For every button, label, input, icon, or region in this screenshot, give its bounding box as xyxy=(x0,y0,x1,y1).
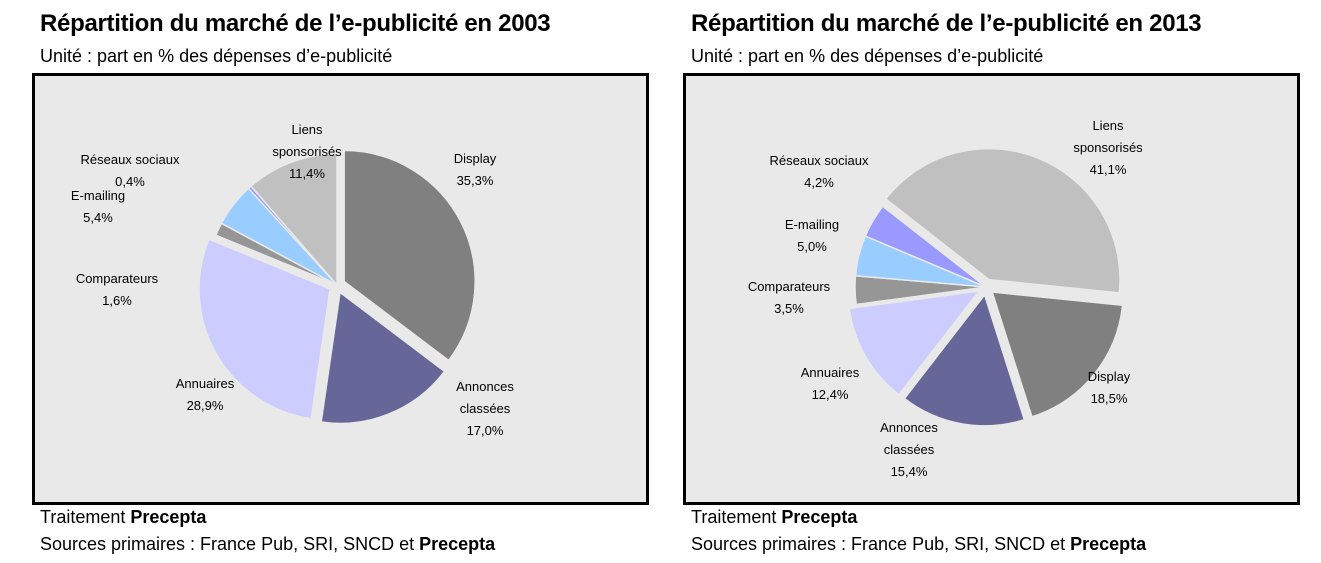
slice-name-label: Comparateurs xyxy=(748,279,831,294)
data-label-display: Display 35,3% xyxy=(454,151,497,188)
footer-treatment-bold: Precepta xyxy=(130,507,207,527)
slice-value-label: 12,4% xyxy=(812,387,849,402)
slice-value-label: 5,0% xyxy=(797,239,827,254)
pie-slice-display xyxy=(991,291,1124,418)
data-label-e-mailing: E-mailing 5,4% xyxy=(71,188,125,225)
chart-panel-2003: Répartition du marché de l’e-publicité e… xyxy=(0,0,649,563)
footer-treatment-bold: Precepta xyxy=(781,507,858,527)
footer-treatment: Traitement Precepta xyxy=(40,507,206,528)
data-label-display: Display 18,5% xyxy=(1088,369,1131,406)
slice-value-label: 28,9% xyxy=(187,398,224,413)
slice-value-label: 4,2% xyxy=(804,175,834,190)
slice-value-label: 3,5% xyxy=(774,301,804,316)
footer-sources-bold: Precepta xyxy=(419,534,496,554)
slice-value-label: 5,4% xyxy=(83,210,113,225)
slice-name-label: Réseaux sociaux xyxy=(770,153,869,168)
data-label-e-mailing: E-mailing 5,0% xyxy=(785,217,839,254)
slice-name-label: classées xyxy=(460,401,511,416)
pie-chart-2003: Display 35,3% Annonces classées 17,0% Annuair… xyxy=(71,122,515,438)
slice-value-label: 17,0% xyxy=(467,423,504,438)
slice-value-label: 18,5% xyxy=(1091,391,1128,406)
chart-subtitle: Unité : part en % des dépenses d’e-publi… xyxy=(40,46,393,66)
footer-treatment: Traitement Precepta xyxy=(691,507,857,528)
chart-area: Liens sponsorisés 41,1% Display 18,5% Annonce… xyxy=(683,73,1300,505)
slice-name-label: Annuaires xyxy=(176,376,235,391)
data-label-annonces-classees: Annonces classées 17,0% xyxy=(456,379,514,438)
chart-panel-2013: Répartition du marché de l’e-publicité e… xyxy=(651,0,1300,563)
pie-slice-liens-sponsorises xyxy=(884,147,1121,294)
data-label-annuaires: Annuaires 12,4% xyxy=(801,365,860,402)
slice-name-label: Display xyxy=(1088,369,1131,384)
footer-sources: Sources primaires : France Pub, SRI, SNC… xyxy=(40,534,495,555)
chart-area: Display 35,3% Annonces classées 17,0% Annuair… xyxy=(32,73,649,505)
footer-sources-bold: Precepta xyxy=(1070,534,1147,554)
footer-sources: Sources primaires : France Pub, SRI, SNC… xyxy=(691,534,1146,555)
slice-name-label: E-mailing xyxy=(71,188,125,203)
slice-name-label: Annonces xyxy=(880,420,938,435)
pie-slice-annonces-classees xyxy=(903,293,1026,427)
data-label-comparateurs: Comparateurs 1,6% xyxy=(76,271,159,308)
footer-sources-prefix: Sources primaires : France Pub, SRI, SNC… xyxy=(40,534,420,554)
slice-name-label: E-mailing xyxy=(785,217,839,232)
slice-name-label: sponsorisés xyxy=(1073,140,1143,155)
slice-name-label: Display xyxy=(454,151,497,166)
chart-title: Répartition du marché de l’e-publicité e… xyxy=(691,10,1202,37)
pie-slice-annuaires xyxy=(848,290,981,396)
pie-slice-liens-sponsorises xyxy=(249,153,338,288)
footer-treatment-prefix: Traitement xyxy=(691,507,782,527)
slice-value-label: 35,3% xyxy=(457,173,494,188)
slice-value-label: 15,4% xyxy=(891,464,928,479)
data-label-annuaires: Annuaires 28,9% xyxy=(176,376,235,413)
slice-value-label: 0,4% xyxy=(115,174,145,189)
slice-name-label: Annuaires xyxy=(801,365,860,380)
data-label-reseaux-sociaux: Réseaux sociaux 4,2% xyxy=(770,153,869,190)
pie-chart-2013: Liens sponsorisés 41,1% Display 18,5% Annonce… xyxy=(748,118,1143,479)
slice-name-label: Réseaux sociaux xyxy=(81,152,180,167)
pie-slice-display xyxy=(343,149,476,362)
slice-value-label: 1,6% xyxy=(102,293,132,308)
data-label-reseaux-sociaux: Réseaux sociaux 0,4% xyxy=(81,152,180,189)
slice-name-label: Liens xyxy=(1092,118,1124,133)
slice-name-label: sponsorisés xyxy=(272,144,342,159)
pie-slice-annonces-classees xyxy=(320,291,446,425)
data-label-comparateurs: Comparateurs 3,5% xyxy=(748,279,831,316)
footer-sources-prefix: Sources primaires : France Pub, SRI, SNC… xyxy=(691,534,1071,554)
data-label-liens-sponsorises: Liens sponsorisés 41,1% xyxy=(1073,118,1143,177)
slice-name-label: Comparateurs xyxy=(76,271,159,286)
pie-slice-annuaires xyxy=(198,238,331,420)
data-label-liens-sponsorises: Liens sponsorisés 11,4% xyxy=(272,122,342,181)
chart-title: Répartition du marché de l’e-publicité e… xyxy=(40,10,551,37)
slice-name-label: Annonces xyxy=(456,379,514,394)
data-label-annonces-classees: Annonces classées 15,4% xyxy=(880,420,938,479)
footer-treatment-prefix: Traitement xyxy=(40,507,131,527)
chart-subtitle: Unité : part en % des dépenses d’e-publi… xyxy=(691,46,1044,66)
slice-name-label: classées xyxy=(884,442,935,457)
slice-value-label: 11,4% xyxy=(289,166,325,181)
pie-slice-reseaux-sociaux xyxy=(864,205,987,288)
slice-name-label: Liens xyxy=(291,122,323,137)
slice-value-label: 41,1% xyxy=(1090,162,1127,177)
